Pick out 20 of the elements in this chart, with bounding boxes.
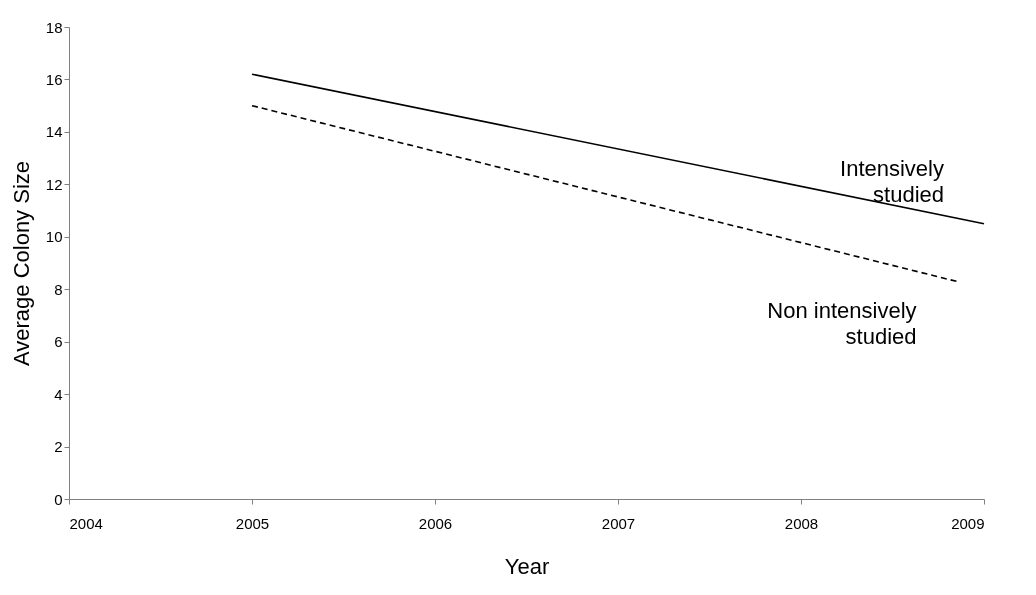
y-axis-title: Average Colony Size: [8, 160, 34, 367]
y-tick-label: 0: [54, 490, 63, 508]
y-tick-label: 18: [45, 18, 63, 36]
y-tick-label: 10: [45, 228, 63, 246]
y-tick-label: 12: [45, 175, 63, 193]
x-tick-label: 2008: [784, 514, 819, 532]
series-label: Non intensively studied: [767, 298, 917, 350]
series-label: Intensively studied: [840, 155, 944, 207]
x-tick-label: 2005: [235, 514, 270, 532]
y-tick-label: 14: [45, 123, 63, 141]
y-tick-label: 4: [54, 385, 63, 403]
x-tick-label: 2007: [601, 514, 636, 532]
y-tick-label: 16: [45, 70, 63, 88]
y-tick-label: 8: [54, 280, 63, 298]
y-tick-label: 6: [54, 333, 63, 351]
y-tick-label: 2: [54, 438, 63, 456]
x-tick-label: 2006: [418, 514, 453, 532]
x-tick-label: 2009: [951, 514, 985, 532]
x-axis-title: Year: [504, 553, 550, 579]
x-tick-label: 2004: [69, 514, 103, 532]
